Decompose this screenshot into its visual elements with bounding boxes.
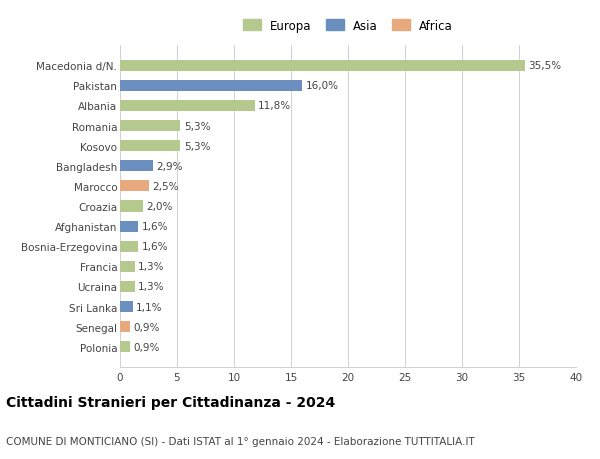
Bar [120,101,254,112]
Text: 11,8%: 11,8% [258,101,291,111]
Text: 2,0%: 2,0% [146,202,173,212]
Text: 2,5%: 2,5% [152,181,178,191]
Bar [120,81,302,92]
Bar [120,161,153,172]
Text: 1,1%: 1,1% [136,302,163,312]
Text: COMUNE DI MONTICIANO (SI) - Dati ISTAT al 1° gennaio 2024 - Elaborazione TUTTITA: COMUNE DI MONTICIANO (SI) - Dati ISTAT a… [6,436,475,446]
Bar [120,121,181,132]
Bar [120,302,133,313]
Text: 2,9%: 2,9% [157,162,183,171]
Bar [120,141,181,152]
Legend: Europa, Asia, Africa: Europa, Asia, Africa [243,20,453,33]
Bar [120,341,130,353]
Bar [120,181,149,192]
Bar [120,321,130,332]
Bar [120,201,143,212]
Text: 0,9%: 0,9% [134,342,160,352]
Bar [120,281,135,292]
Text: Cittadini Stranieri per Cittadinanza - 2024: Cittadini Stranieri per Cittadinanza - 2… [6,395,335,409]
Bar [120,61,525,72]
Text: 1,3%: 1,3% [138,262,165,272]
Bar [120,261,135,272]
Bar [120,241,138,252]
Bar [120,221,138,232]
Text: 1,6%: 1,6% [142,242,168,252]
Text: 35,5%: 35,5% [528,61,561,71]
Text: 16,0%: 16,0% [306,81,339,91]
Text: 1,6%: 1,6% [142,222,168,232]
Text: 5,3%: 5,3% [184,121,211,131]
Text: 5,3%: 5,3% [184,141,211,151]
Text: 1,3%: 1,3% [138,282,165,292]
Text: 0,9%: 0,9% [134,322,160,332]
